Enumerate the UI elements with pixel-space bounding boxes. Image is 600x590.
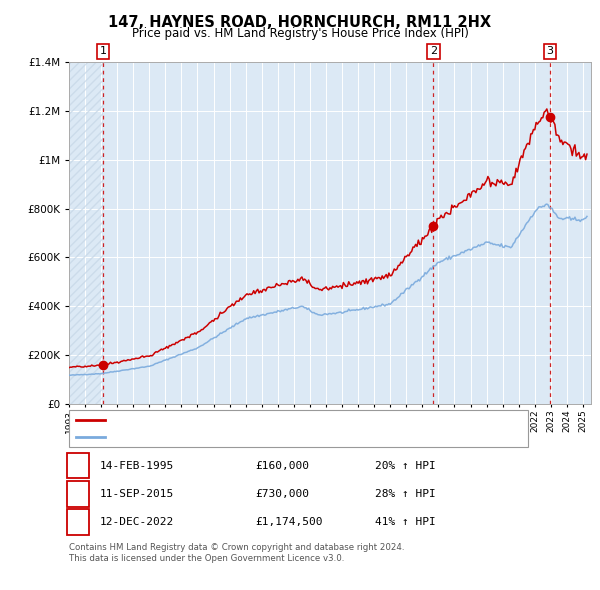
- Text: £730,000: £730,000: [255, 489, 309, 499]
- Text: Price paid vs. HM Land Registry's House Price Index (HPI): Price paid vs. HM Land Registry's House …: [131, 27, 469, 40]
- Text: 11-SEP-2015: 11-SEP-2015: [100, 489, 175, 499]
- Text: 147, HAYNES ROAD, HORNCHURCH, RM11 2HX (detached house): 147, HAYNES ROAD, HORNCHURCH, RM11 2HX (…: [110, 415, 449, 425]
- Text: 12-DEC-2022: 12-DEC-2022: [100, 517, 175, 527]
- Text: 2: 2: [74, 487, 82, 500]
- Text: 147, HAYNES ROAD, HORNCHURCH, RM11 2HX: 147, HAYNES ROAD, HORNCHURCH, RM11 2HX: [109, 15, 491, 30]
- Text: 28% ↑ HPI: 28% ↑ HPI: [375, 489, 436, 499]
- Text: 2: 2: [430, 47, 437, 57]
- Text: 14-FEB-1995: 14-FEB-1995: [100, 461, 175, 471]
- Text: 3: 3: [74, 516, 82, 529]
- Text: 20% ↑ HPI: 20% ↑ HPI: [375, 461, 436, 471]
- Text: HPI: Average price, detached house, Havering: HPI: Average price, detached house, Have…: [110, 432, 350, 442]
- Bar: [69, 62, 103, 404]
- Text: 3: 3: [547, 47, 554, 57]
- Text: 41% ↑ HPI: 41% ↑ HPI: [375, 517, 436, 527]
- Text: Contains HM Land Registry data © Crown copyright and database right 2024.
This d: Contains HM Land Registry data © Crown c…: [69, 543, 404, 562]
- Bar: [69, 62, 103, 404]
- Text: 1: 1: [100, 47, 107, 57]
- Text: £160,000: £160,000: [255, 461, 309, 471]
- Text: 1: 1: [74, 459, 82, 472]
- Text: £1,174,500: £1,174,500: [255, 517, 323, 527]
